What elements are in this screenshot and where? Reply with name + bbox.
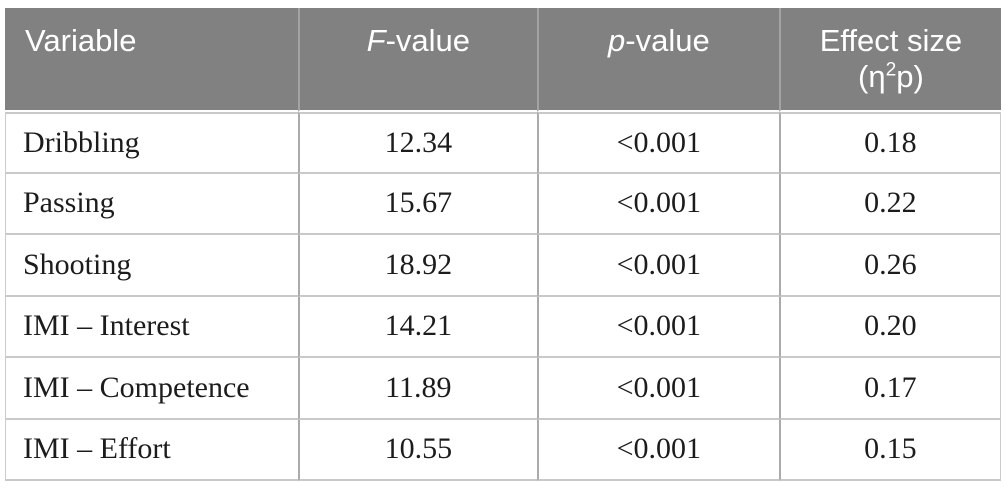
effect-size-cell: 0.15 (778, 419, 1001, 481)
f-value-cell: 18.92 (297, 235, 537, 297)
eta-open-paren: (η (858, 58, 886, 94)
variable-cell: Dribbling (5, 112, 298, 174)
f-symbol: F (366, 23, 386, 58)
p-value-suffix: -value (625, 23, 710, 58)
p-value-cell: <0.001 (536, 358, 779, 420)
p-value-cell: <0.001 (536, 235, 779, 297)
variable-cell: IMI – Competence (5, 358, 298, 420)
table-header: Variable F-value p-value Effect size (η2… (5, 8, 1001, 112)
effect-size-cell: 0.20 (778, 296, 1001, 358)
eta-superscript-2: 2 (885, 59, 897, 81)
column-header-effect-size: Effect size (η2p) (778, 8, 1001, 112)
anova-results-table: Variable F-value p-value Effect size (η2… (5, 8, 1001, 481)
effect-size-cell: 0.18 (778, 112, 1001, 174)
table-row-passing: Passing 15.67 <0.001 0.22 (5, 173, 1001, 235)
f-value-cell: 10.55 (297, 419, 537, 481)
eta-close-paren: p) (896, 58, 924, 94)
f-value-cell: 15.67 (297, 173, 537, 235)
f-value-cell: 14.21 (297, 296, 537, 358)
variable-header-label: Variable (25, 23, 137, 58)
table-row-shooting: Shooting 18.92 <0.001 0.26 (5, 235, 1001, 297)
p-symbol: p (608, 23, 626, 58)
variable-cell: Passing (5, 173, 298, 235)
effect-size-label-line1: Effect size (819, 23, 963, 58)
f-value-cell: 12.34 (297, 112, 537, 174)
table-body: Dribbling 12.34 <0.001 0.18 Passing 15.6… (5, 112, 1001, 481)
column-header-f-value: F-value (297, 8, 537, 112)
table-row-dribbling: Dribbling 12.34 <0.001 0.18 (5, 112, 1001, 174)
column-header-p-value: p-value (536, 8, 779, 112)
variable-cell: Shooting (5, 235, 298, 297)
effect-size-label-line2: (η2p) (781, 59, 1001, 95)
effect-size-cell: 0.26 (778, 235, 1001, 297)
table-row-imi-competence: IMI – Competence 11.89 <0.001 0.17 (5, 358, 1001, 420)
column-header-variable: Variable (5, 8, 298, 112)
variable-cell: IMI – Interest (5, 296, 298, 358)
p-value-cell: <0.001 (536, 173, 779, 235)
p-value-cell: <0.001 (536, 112, 779, 174)
p-value-cell: <0.001 (536, 419, 779, 481)
table-row-imi-effort: IMI – Effort 10.55 <0.001 0.15 (5, 419, 1001, 481)
variable-cell: IMI – Effort (5, 419, 298, 481)
statistics-table-container: Variable F-value p-value Effect size (η2… (5, 8, 1001, 481)
effect-size-cell: 0.17 (778, 358, 1001, 420)
p-value-cell: <0.001 (536, 296, 779, 358)
f-value-cell: 11.89 (297, 358, 537, 420)
f-value-suffix: -value (385, 23, 471, 58)
header-row: Variable F-value p-value Effect size (η2… (5, 8, 1001, 112)
table-row-imi-interest: IMI – Interest 14.21 <0.001 0.20 (5, 296, 1001, 358)
effect-size-cell: 0.22 (778, 173, 1001, 235)
